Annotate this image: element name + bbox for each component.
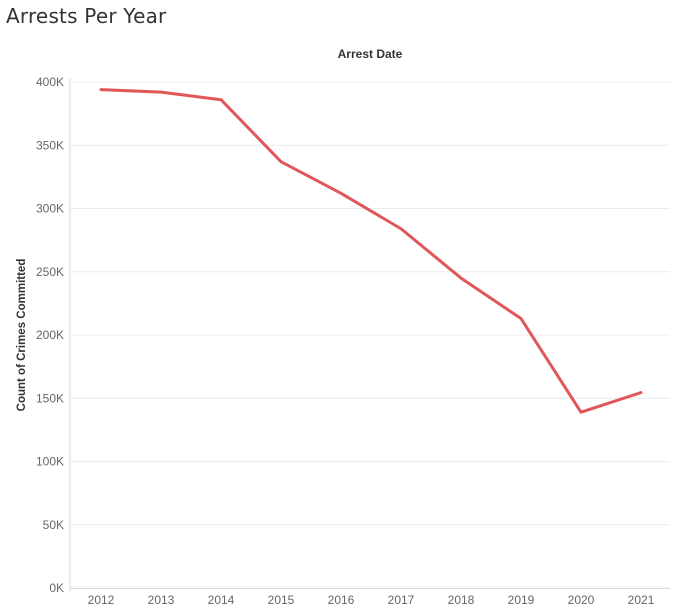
gridlines — [70, 81, 670, 589]
x-tick-label: 2013 — [148, 593, 175, 607]
data-point[interactable] — [157, 88, 165, 96]
x-tick-label: 2020 — [568, 593, 595, 607]
x-tick-label: 2018 — [448, 593, 475, 607]
x-axis: 2012 2013 2014 2015 2016 2017 2018 2019 2020 2021 — [88, 593, 655, 607]
y-axis: 0K 50K 100K 150K 200K 250K 300K 350K 400K — [36, 75, 670, 595]
data-point[interactable] — [517, 315, 525, 323]
y-tick-label: 200K — [36, 328, 64, 342]
y-tick-label: 300K — [36, 202, 64, 216]
series-group — [97, 86, 645, 416]
y-tick-label: 0K — [49, 581, 64, 595]
y-axis-title: Count of Crimes Committed — [16, 259, 28, 412]
x-tick-label: 2019 — [508, 593, 535, 607]
y-tick-label: 50K — [43, 518, 64, 532]
x-tick-label: 2015 — [268, 593, 295, 607]
x-tick-label: 2017 — [388, 593, 415, 607]
x-tick-label: 2014 — [208, 593, 235, 607]
y-tick-label: 250K — [36, 265, 64, 279]
data-point[interactable] — [637, 389, 645, 397]
y-tick-label: 150K — [36, 391, 64, 405]
y-tick-label: 100K — [36, 455, 64, 469]
data-point[interactable] — [277, 158, 285, 166]
x-tick-label: 2021 — [628, 593, 655, 607]
y-tick-label: 400K — [36, 75, 64, 89]
data-point[interactable] — [397, 225, 405, 233]
data-point[interactable] — [337, 189, 345, 197]
page-title: Arrests Per Year — [6, 4, 167, 28]
data-point[interactable] — [97, 86, 105, 94]
x-axis-title: Arrest Date — [338, 47, 403, 61]
series-line[interactable] — [99, 88, 643, 414]
x-tick-label: 2012 — [88, 593, 115, 607]
y-tick-label: 350K — [36, 138, 64, 152]
data-point[interactable] — [217, 96, 225, 104]
data-point[interactable] — [457, 274, 465, 282]
x-tick-label: 2016 — [328, 593, 355, 607]
data-point[interactable] — [577, 408, 585, 416]
